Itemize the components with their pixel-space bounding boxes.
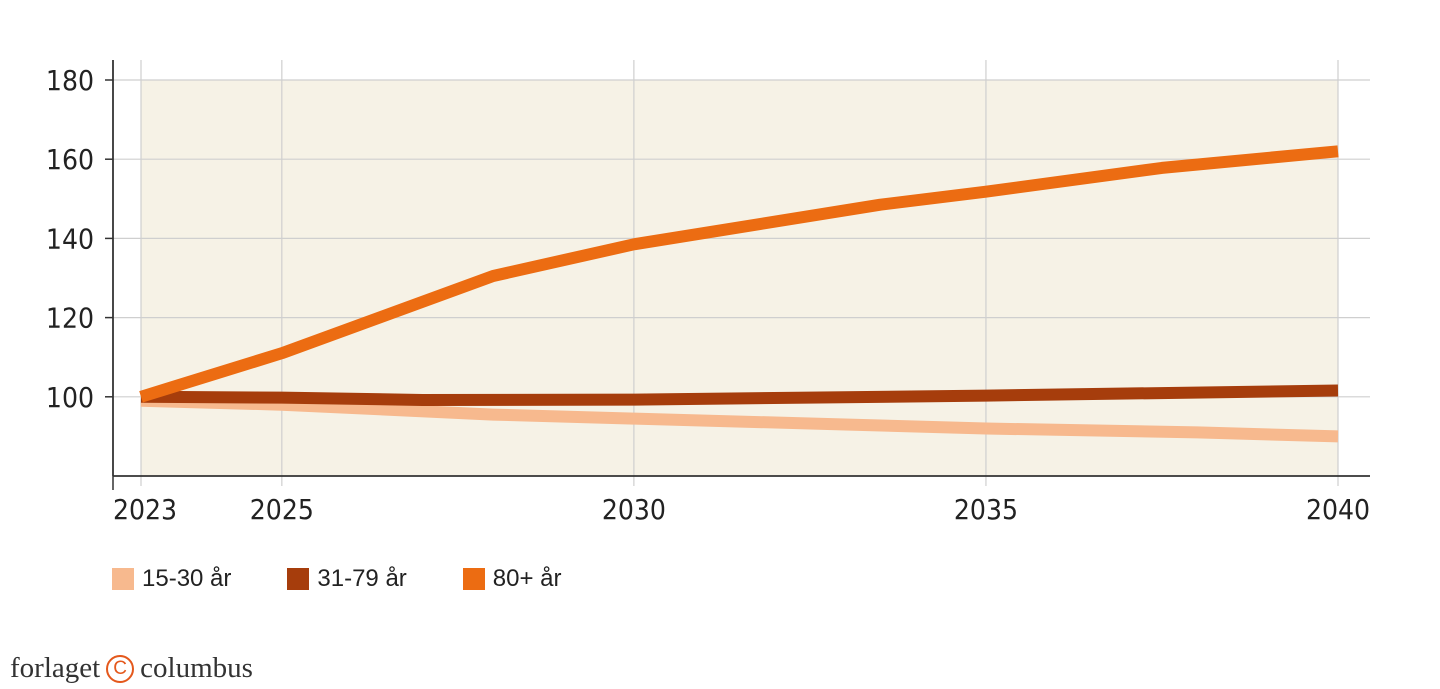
x-tick-label: 2040 — [1306, 493, 1370, 526]
legend-label-80-plus: 80+ år — [492, 565, 562, 592]
line-chart: 180 160 140 120 100 2023 2025 2030 2035 2040 — [46, 60, 1370, 526]
legend-item-80-plus: 80+ år — [462, 565, 562, 593]
logo-text-columbus: columbus — [140, 652, 253, 684]
legend-swatch-31-79 — [287, 568, 310, 590]
y-tick-label: 160 — [46, 143, 94, 176]
x-tick-label: 2025 — [250, 493, 314, 526]
series-line-15-30-r — [140, 394, 1339, 443]
x-tick-label: 2030 — [602, 493, 666, 526]
legend: 15-30 år 31-79 år 80+ år — [112, 565, 618, 593]
copyright-c-icon: C — [106, 654, 135, 683]
legend-item-15-30: 15-30 år — [112, 565, 231, 593]
y-tick-label: 140 — [46, 222, 94, 255]
series-line-80-r — [139, 145, 1339, 403]
x-tick-label: 2035 — [954, 493, 1018, 526]
y-tick-label: 180 — [46, 64, 94, 97]
legend-label-31-79: 31-79 år — [317, 565, 407, 592]
x-tick-label: 2023 — [113, 493, 177, 526]
legend-item-31-79: 31-79 år — [287, 565, 407, 593]
y-tick-label: 120 — [46, 302, 94, 335]
legend-swatch-80-plus — [462, 568, 485, 590]
logo-text-forlaget: forlaget — [10, 652, 101, 684]
legend-swatch-15-30 — [112, 568, 134, 590]
series-line-31-79-r — [140, 384, 1339, 406]
legend-label-15-30: 15-30 år — [142, 565, 232, 592]
publisher-logo: forlaget C columbus — [10, 652, 253, 685]
y-tick-label: 100 — [46, 381, 94, 414]
